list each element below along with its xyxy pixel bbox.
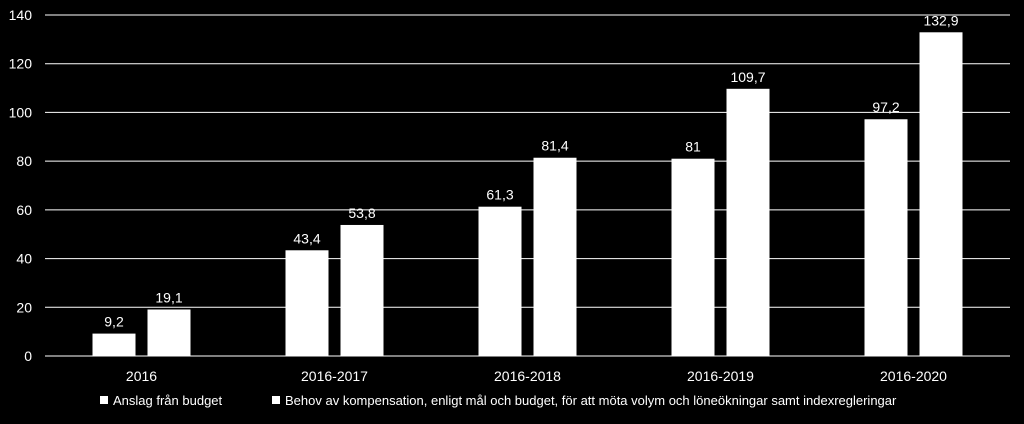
x-tick-label: 2016 [126,368,157,384]
data-label: 81,4 [541,138,568,154]
x-tick-label: 2016-2017 [301,368,368,384]
y-tick-label: 80 [16,153,32,169]
bar-series-2-1 [147,309,191,356]
bars [92,32,963,357]
y-tick-label: 20 [16,299,32,315]
bar-series-2-3 [533,157,577,356]
legend-label: Behov av kompensation, enligt mål och bu… [285,393,897,408]
x-axis-ticks: 2016 2016-2017 2016-2018 2016-2019 2016-2020 [126,368,947,384]
data-label: 132,9 [923,12,958,28]
bar-series-1-5 [864,119,908,357]
bar-series-1-4 [671,158,715,356]
data-labels: 9,2 19,1 43,4 53,8 61,3 81,4 81 109,7 97,2 132,9 [104,12,958,329]
bar-series-2-5 [919,32,963,356]
legend-swatch [272,396,280,404]
y-axis-ticks: 0 20 40 60 80 100 120 140 [9,7,33,364]
y-tick-label: 100 [9,104,33,120]
y-tick-label: 40 [16,251,32,267]
bar-series-1-1 [92,333,136,356]
y-tick-label: 140 [9,7,33,23]
data-label: 109,7 [730,69,765,85]
data-label: 19,1 [155,289,182,305]
x-tick-label: 2016-2020 [880,368,947,384]
data-label: 9,2 [104,314,124,330]
legend-swatch [100,396,108,404]
legend: Anslag från budget Behov av kompensation,… [100,393,897,408]
y-tick-label: 60 [16,202,32,218]
bar-series-2-2 [340,224,384,356]
bar-series-1-2 [285,250,329,356]
y-tick-label: 120 [9,56,33,72]
legend-label: Anslag från budget [113,393,223,408]
bar-series-2-4 [726,88,770,357]
x-tick-label: 2016-2019 [687,368,754,384]
bar-series-1-3 [478,206,522,356]
gridlines [45,14,1010,357]
data-label: 97,2 [872,99,899,115]
data-label: 43,4 [293,230,320,246]
data-label: 81 [685,139,701,155]
data-label: 53,8 [348,205,375,221]
x-tick-label: 2016-2018 [494,368,561,384]
y-tick-label: 0 [24,348,32,364]
data-label: 61,3 [486,187,513,203]
